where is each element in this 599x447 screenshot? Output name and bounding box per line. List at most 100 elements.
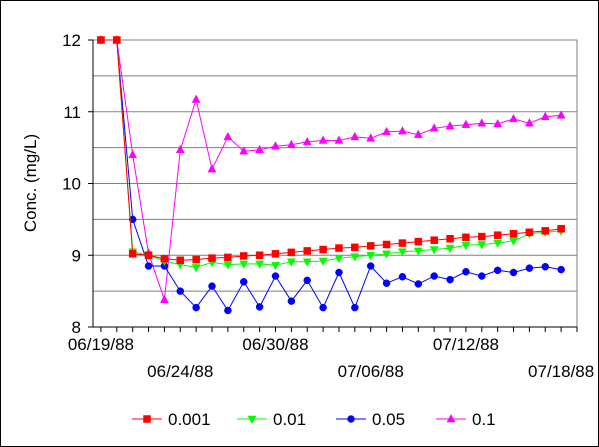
data-point <box>192 303 200 312</box>
x-tick-label: 07/12/88 <box>433 335 499 354</box>
data-point <box>128 215 137 224</box>
data-point <box>525 264 534 272</box>
data-point <box>382 250 391 259</box>
data-point <box>144 262 153 270</box>
data-point <box>509 113 518 123</box>
data-point <box>493 239 503 249</box>
data-point <box>286 139 296 149</box>
legend-marker <box>143 415 151 423</box>
data-point <box>382 279 391 287</box>
data-point <box>366 242 375 250</box>
data-point <box>255 260 265 269</box>
data-point <box>413 129 423 138</box>
data-point <box>113 36 121 44</box>
data-point <box>255 144 265 154</box>
data-point <box>493 266 502 275</box>
data-point <box>160 255 169 263</box>
data-point <box>318 257 328 267</box>
data-point <box>382 126 391 136</box>
legend-marker <box>446 413 456 423</box>
y-axis-title: Conc. (mg/L) <box>21 134 40 232</box>
data-point <box>525 228 534 237</box>
data-point <box>524 118 534 127</box>
data-point <box>461 241 471 251</box>
data-point <box>366 252 376 261</box>
data-point <box>509 229 518 238</box>
data-point <box>351 303 359 312</box>
y-tick-label: 10 <box>62 175 81 194</box>
data-point <box>462 233 470 242</box>
legend-entry: 0.1 <box>436 410 496 429</box>
data-point <box>208 254 216 262</box>
data-point <box>176 256 185 265</box>
data-point <box>302 258 312 267</box>
data-point <box>382 240 391 249</box>
data-point <box>477 118 487 127</box>
data-point <box>493 231 502 239</box>
data-point <box>446 275 454 284</box>
y-tick-label: 8 <box>72 318 81 337</box>
data-point <box>335 244 343 252</box>
x-axis-ticks: 06/19/88 06/24/88 06/30/88 07/06/88 07/12/88… <box>68 327 594 381</box>
data-point <box>240 278 248 286</box>
data-point <box>224 253 232 262</box>
data-point <box>557 224 565 233</box>
data-point <box>191 264 201 273</box>
data-point <box>414 237 423 246</box>
x-tick-label: 07/18/88 <box>528 362 594 381</box>
data-point <box>159 294 169 303</box>
data-point <box>541 227 550 235</box>
data-point <box>334 254 344 264</box>
data-point <box>224 306 232 315</box>
data-point <box>429 123 439 132</box>
legend-label: 0.001 <box>168 410 211 429</box>
data-point <box>192 255 200 264</box>
data-point <box>462 268 470 276</box>
x-tick-label: 06/19/88 <box>68 335 134 354</box>
y-axis-ticks: 8 9 10 11 12 <box>62 31 93 337</box>
data-point <box>239 146 249 155</box>
data-point <box>128 250 137 258</box>
data-point <box>430 236 438 244</box>
data-point <box>287 248 296 257</box>
legend-label: 0.01 <box>273 410 306 429</box>
data-point <box>430 272 438 280</box>
data-point <box>303 247 311 255</box>
data-point <box>208 282 216 290</box>
data-point <box>318 135 328 144</box>
data-point <box>477 241 487 250</box>
data-point <box>302 136 312 146</box>
legend: 0.001 0.01 0.05 0.1 <box>132 410 496 429</box>
legend-entry: 0.001 <box>132 410 211 429</box>
data-point <box>176 287 185 295</box>
data-point <box>445 244 455 254</box>
data-point <box>366 262 375 270</box>
data-point <box>255 251 264 259</box>
data-point <box>287 297 296 305</box>
legend-entry: 0.01 <box>237 410 306 429</box>
data-point <box>478 272 486 280</box>
legend-entry: 0.05 <box>336 410 405 429</box>
data-point <box>319 303 327 312</box>
data-point <box>445 121 455 130</box>
data-point <box>398 126 407 135</box>
data-point <box>255 303 264 311</box>
data-point <box>240 252 248 260</box>
data-point <box>429 246 439 255</box>
data-point <box>319 245 327 254</box>
data-point <box>541 262 550 271</box>
data-point <box>413 247 423 256</box>
legend-marker <box>347 415 355 423</box>
data-point <box>509 237 518 246</box>
data-point <box>461 119 471 128</box>
data-point <box>540 111 550 121</box>
legend-marker <box>247 415 257 425</box>
data-point <box>414 280 423 288</box>
series-0.001 <box>97 36 565 265</box>
legend-label: 0.05 <box>372 410 405 429</box>
series-layer <box>96 34 566 315</box>
data-point <box>350 253 360 262</box>
x-tick-label: 06/24/88 <box>147 362 213 381</box>
y-tick-label: 11 <box>63 103 81 122</box>
